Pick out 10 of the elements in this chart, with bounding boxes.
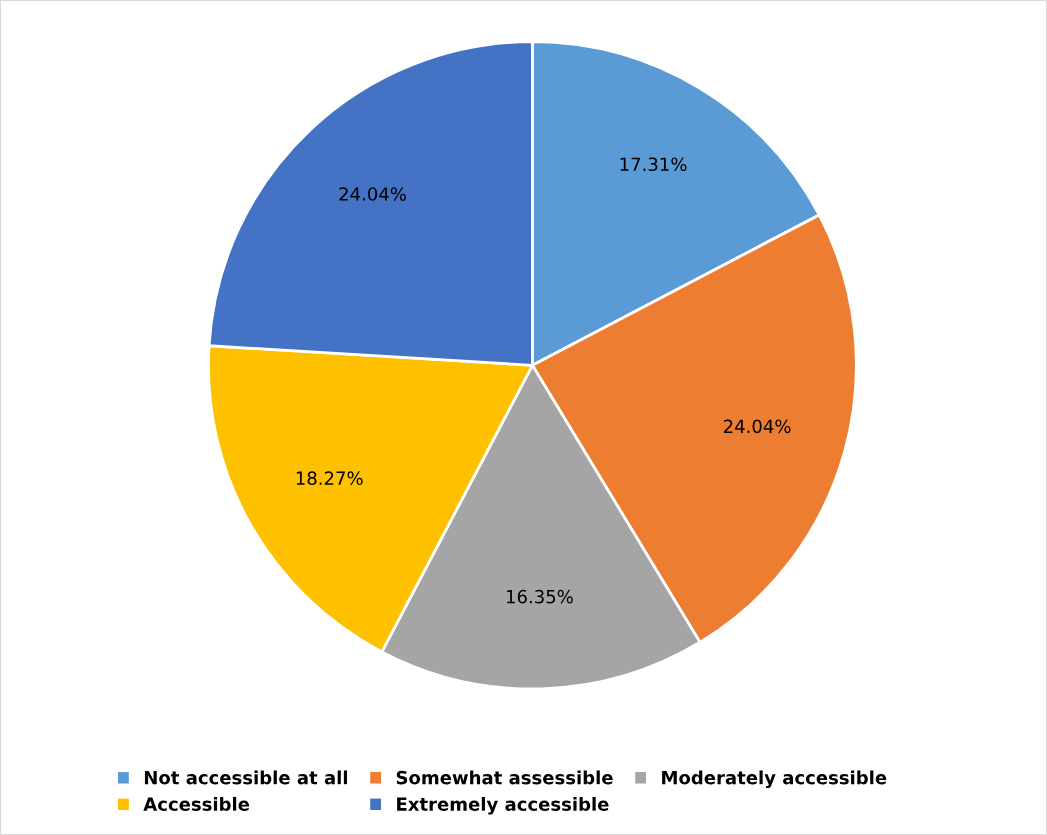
data-label: 18.27% bbox=[296, 471, 363, 486]
data-label: 24.04% bbox=[339, 187, 406, 201]
data-label: 24.04% bbox=[723, 419, 791, 434]
legend-label: Moderately accessible bbox=[662, 770, 887, 789]
legend-label: Accessible bbox=[143, 796, 250, 811]
data-label: 16.35% bbox=[506, 589, 573, 604]
legend-label: Extremely accessible bbox=[397, 796, 609, 815]
legend-label: Somewhat assessible bbox=[396, 770, 613, 785]
legend-label: Not accessible at all bbox=[144, 770, 348, 785]
data-label: 17.31% bbox=[620, 157, 687, 172]
